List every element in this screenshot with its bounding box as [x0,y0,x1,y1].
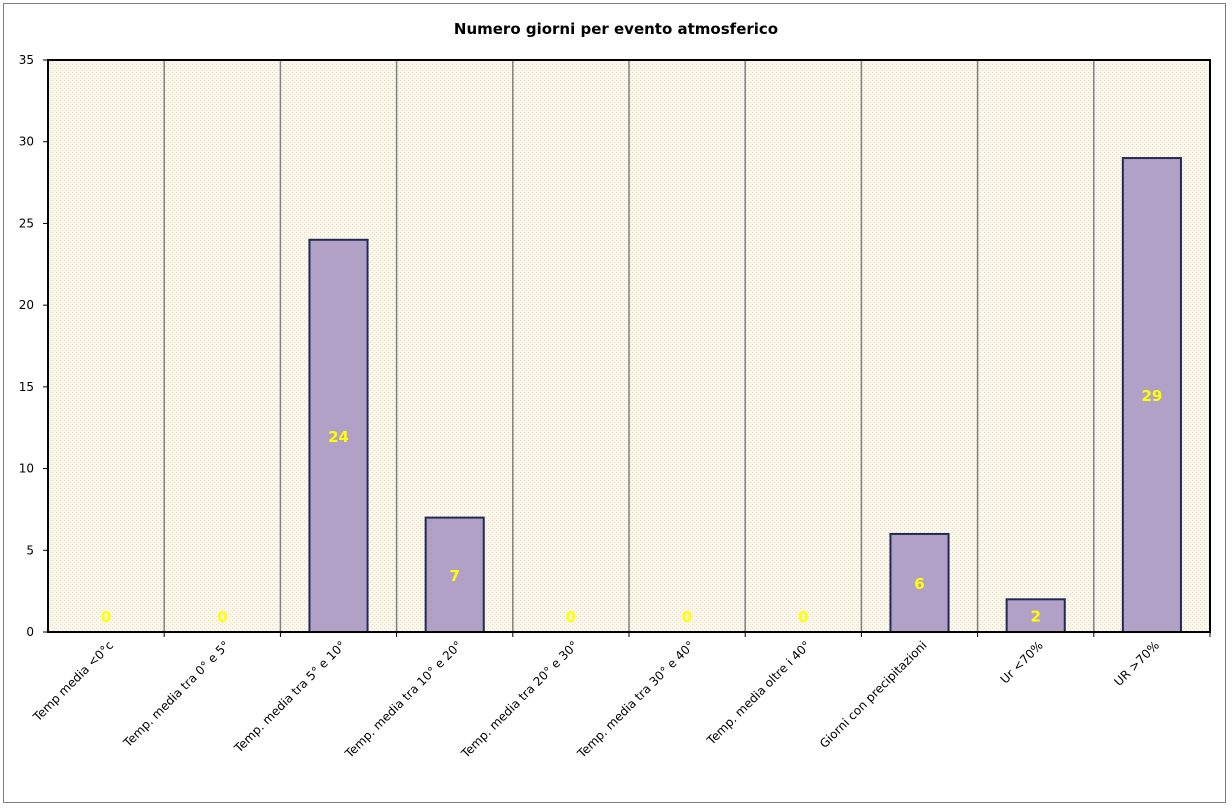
data-label: 0 [682,608,692,626]
y-tick-label: 20 [19,298,34,312]
x-tick-label: Temp. media tra 0° e 5° [120,638,232,750]
bar [1005,598,1066,633]
data-label: 6 [914,575,924,593]
bar [308,238,369,633]
x-tick-label: Temp. media tra 20° e 30° [458,638,581,761]
x-tick-label: Temp. media tra 5° e 10° [231,638,349,756]
data-label: 0 [101,608,111,626]
x-axis: Temp media <0°c Temp. media tra 0° e 5° Te… [30,632,1211,761]
x-tick-label: Temp. media tra 10° e 20° [342,638,465,761]
y-tick-label: 0 [26,625,34,639]
bars [308,157,1182,634]
data-label: 0 [217,608,227,626]
x-tick-label: Temp. media tra 30° e 40° [574,638,697,761]
data-label: 24 [328,428,349,446]
data-label: 0 [798,608,808,626]
data-labels: 0 0 24 7 0 0 0 6 2 29 [101,387,1162,626]
bar [1121,157,1182,634]
x-tick-label: Giorni con precipitazioni [817,638,930,751]
bar [424,516,485,633]
y-tick-label: 25 [19,216,34,230]
y-axis: 0 5 10 15 20 25 30 35 [19,53,48,639]
y-tick-label: 35 [19,53,34,67]
y-tick-label: 5 [26,543,34,557]
y-tick-label: 30 [19,135,34,149]
y-tick-label: 10 [19,462,34,476]
x-tick-label: Temp. media oltre i 40° [703,638,813,748]
y-tick-label: 15 [19,380,34,394]
x-tick-label: Temp media <0°c [30,638,116,724]
plot-border [47,59,1211,633]
chart-title: Numero giorni per evento atmosferico [453,20,779,38]
data-label: 2 [1030,608,1040,626]
bar [889,532,950,634]
x-tick-label: UR >70% [1111,638,1162,689]
data-label: 7 [449,567,459,585]
x-tick-label: Ur <70% [998,638,1046,686]
data-label: 29 [1141,387,1162,405]
gridlines [163,60,1095,632]
data-label: 0 [566,608,576,626]
